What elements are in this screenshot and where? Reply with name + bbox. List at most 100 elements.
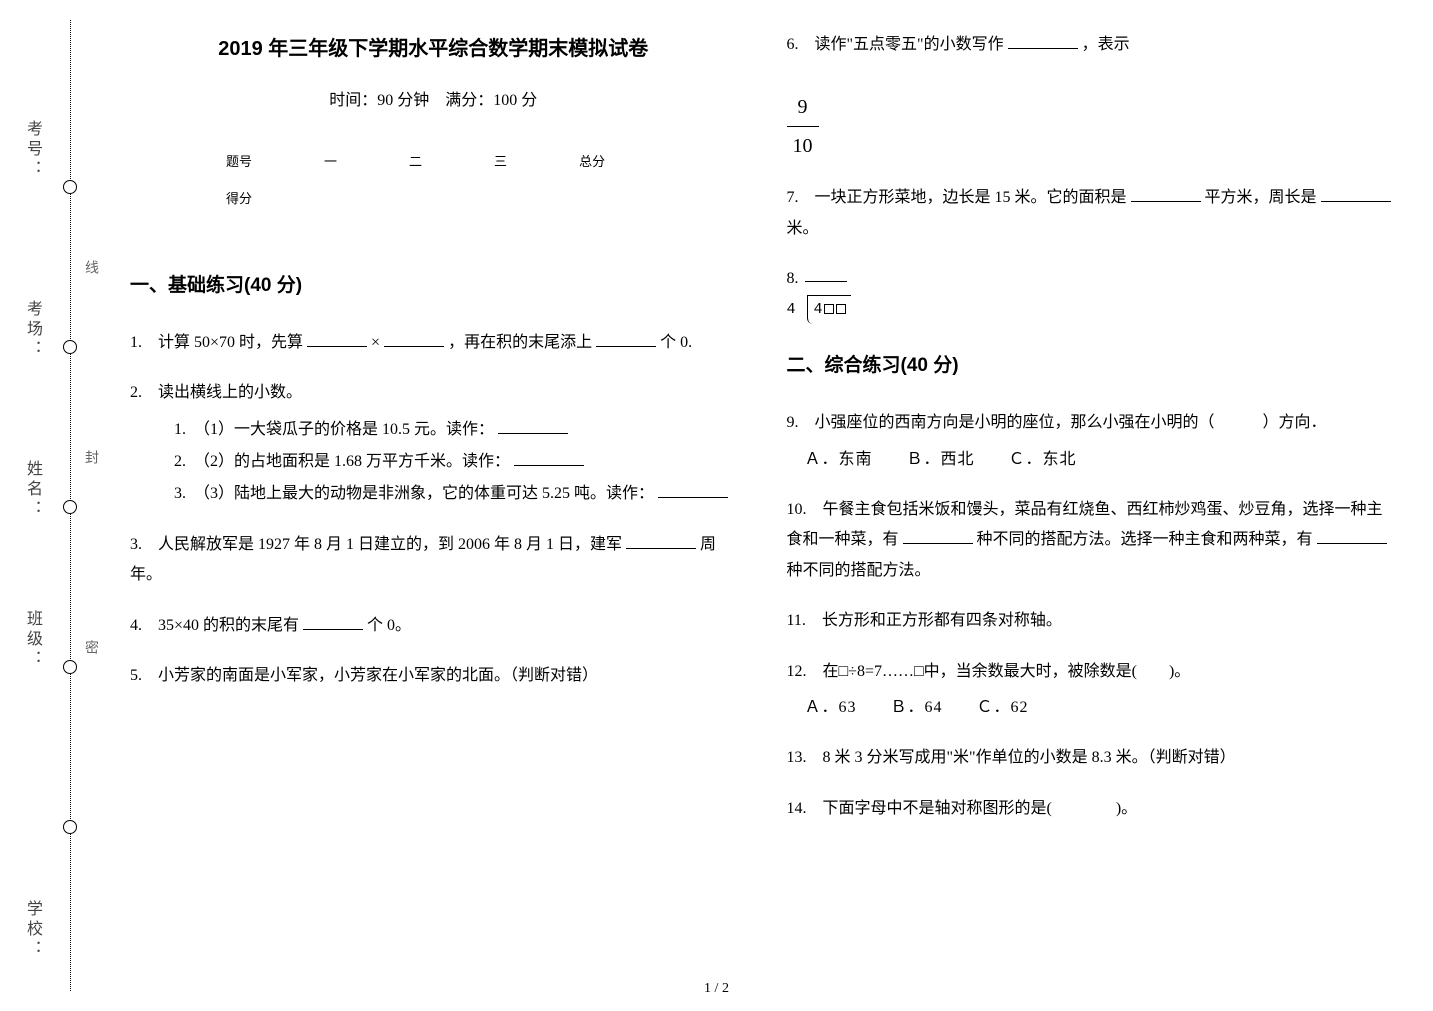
q10-text: 种不同的搭配方法。选择一种主食和两种菜，有 xyxy=(977,531,1313,548)
blank xyxy=(1131,186,1201,202)
blank xyxy=(626,533,696,549)
q2-text: 2. 读出横线上的小数。 xyxy=(130,378,737,408)
binding-circle xyxy=(63,340,77,354)
blank xyxy=(384,331,444,347)
q8-text: 8. xyxy=(787,264,1394,294)
binding-strip: 考号： 考场： 姓名： 班级： 学校： 线 封 密 xyxy=(0,0,120,1011)
binding-circle xyxy=(63,820,77,834)
longdiv-bar xyxy=(805,281,847,282)
blank xyxy=(514,450,584,466)
score-col: 一 xyxy=(288,144,373,181)
q2-item: 2. （2）的占地面积是 1.68 万平方千米。读作： xyxy=(174,447,737,477)
q14-text: 14. 下面字母中不是轴对称图形的是( )。 xyxy=(787,800,1138,817)
score-cell xyxy=(458,181,543,218)
score-cell xyxy=(373,181,458,218)
binding-label-examno: 考号： xyxy=(20,120,44,180)
binding-circle xyxy=(63,660,77,674)
fraction-num: 9 xyxy=(787,88,819,127)
blank xyxy=(658,482,728,498)
blank xyxy=(303,614,363,630)
score-col-label: 题号 xyxy=(190,144,288,181)
q3-text: 3. 人民解放军是 1927 年 8 月 1 日建立的，到 2006 年 8 月… xyxy=(130,536,622,553)
question-13: 13. 8 米 3 分米写成用"米"作单位的小数是 8.3 米。（判断对错） xyxy=(787,743,1394,773)
q7-text: 米。 xyxy=(787,220,819,237)
binding-label-name: 姓名： xyxy=(20,460,44,520)
score-col: 二 xyxy=(373,144,458,181)
score-table-header: 题号 一 二 三 总分 xyxy=(190,144,641,181)
q2-item-text: 3. （3）陆地上最大的动物是非洲象，它的体重可达 5.25 吨。读作： xyxy=(174,485,654,502)
blank xyxy=(1321,186,1391,202)
q1-text: 个 0. xyxy=(660,334,692,351)
q6-text: ，表示 xyxy=(1082,36,1130,53)
q5-text: 5. 小芳家的南面是小军家，小芳家在小军家的北面。（判断对错） xyxy=(130,667,598,684)
question-11: 11. 长方形和正方形都有四条对称轴。 xyxy=(787,606,1394,636)
exam-subtitle: 时间：90 分钟 满分：100 分 xyxy=(130,86,737,116)
longdiv-blank-box xyxy=(836,304,846,314)
score-row-label: 得分 xyxy=(190,181,288,218)
longdiv-dividend: 4 xyxy=(807,295,851,325)
q12-options: Ａ．63 Ｂ．64 Ｃ．62 xyxy=(805,693,1394,723)
score-table-row: 得分 xyxy=(190,181,641,218)
question-9: 9. 小强座位的西南方向是小明的座位，那么小强在小明的（ ）方向． Ａ．东南 Ｂ… xyxy=(787,408,1394,475)
q10-text: 种不同的搭配方法。 xyxy=(787,562,931,579)
q12-text: 12. 在□÷8=7……□中，当余数最大时，被除数是( )。 xyxy=(787,657,1394,687)
column-right: 6. 读作"五点零五"的小数写作 ，表示 9 10 7. 一块正方形菜地，边长是… xyxy=(787,30,1394,844)
binding-seal-char: 线 xyxy=(80,260,100,294)
q2-item: 3. （3）陆地上最大的动物是非洲象，它的体重可达 5.25 吨。读作： xyxy=(174,479,737,509)
q1-text: 1. 计算 50×70 时，先算 xyxy=(130,334,303,351)
score-col: 三 xyxy=(458,144,543,181)
question-8: 8. 4 4 xyxy=(787,264,1394,324)
binding-seal-char: 密 xyxy=(80,640,100,674)
binding-seal-char: 封 xyxy=(80,450,100,484)
q2-sublist: 1. （1）一大袋瓜子的价格是 10.5 元。读作： 2. （2）的占地面积是 … xyxy=(174,415,737,510)
q13-text: 13. 8 米 3 分米写成用"米"作单位的小数是 8.3 米。（判断对错） xyxy=(787,749,1236,766)
score-cell xyxy=(288,181,373,218)
question-3: 3. 人民解放军是 1927 年 8 月 1 日建立的，到 2006 年 8 月… xyxy=(130,530,737,591)
longdiv-digit: 4 xyxy=(814,301,823,318)
score-col-total: 总分 xyxy=(543,144,641,181)
binding-label-class: 班级： xyxy=(20,610,44,670)
q7-text: 平方米，周长是 xyxy=(1205,189,1317,206)
fraction-den: 10 xyxy=(787,127,819,165)
question-4: 4. 35×40 的积的末尾有 个 0。 xyxy=(130,611,737,641)
q2-item-text: 2. （2）的占地面积是 1.68 万平方千米。读作： xyxy=(174,453,510,470)
binding-label-room: 考场： xyxy=(20,300,44,360)
question-6: 6. 读作"五点零五"的小数写作 ，表示 xyxy=(787,30,1394,60)
section-1-head: 一、基础练习(40 分) xyxy=(130,268,737,304)
long-division: 4 4 xyxy=(787,295,1394,325)
question-2: 2. 读出横线上的小数。 1. （1）一大袋瓜子的价格是 10.5 元。读作： … xyxy=(130,378,737,510)
q1-text: × xyxy=(371,334,380,351)
q2-item: 1. （1）一大袋瓜子的价格是 10.5 元。读作： xyxy=(174,415,737,445)
binding-label-school: 学校： xyxy=(20,900,44,960)
blank xyxy=(307,331,367,347)
exam-title: 2019 年三年级下学期水平综合数学期末模拟试卷 xyxy=(130,30,737,68)
blank xyxy=(1008,33,1078,49)
question-12: 12. 在□÷8=7……□中，当余数最大时，被除数是( )。 Ａ．63 Ｂ．64… xyxy=(787,657,1394,724)
q7-text: 7. 一块正方形菜地，边长是 15 米。它的面积是 xyxy=(787,189,1127,206)
question-5: 5. 小芳家的南面是小军家，小芳家在小军家的北面。（判断对错） xyxy=(130,661,737,691)
question-7: 7. 一块正方形菜地，边长是 15 米。它的面积是 平方米，周长是 米。 xyxy=(787,183,1394,244)
columns-wrap: 2019 年三年级下学期水平综合数学期末模拟试卷 时间：90 分钟 满分：100… xyxy=(130,30,1393,844)
question-1: 1. 计算 50×70 时，先算 × ，再在积的末尾添上 个 0. xyxy=(130,328,737,358)
page-number: 1 / 2 xyxy=(704,981,729,997)
score-table: 题号 一 二 三 总分 得分 xyxy=(190,144,641,217)
page-content: 2019 年三年级下学期水平综合数学期末模拟试卷 时间：90 分钟 满分：100… xyxy=(120,0,1433,1011)
binding-circle xyxy=(63,500,77,514)
q9-text: 9. 小强座位的西南方向是小明的座位，那么小强在小明的（ ）方向． xyxy=(787,408,1394,438)
score-cell xyxy=(543,181,641,218)
q4-text: 个 0。 xyxy=(367,617,411,634)
blank xyxy=(903,528,973,544)
column-left: 2019 年三年级下学期水平综合数学期末模拟试卷 时间：90 分钟 满分：100… xyxy=(130,30,737,844)
binding-circle xyxy=(63,180,77,194)
section-2-head: 二、综合练习(40 分) xyxy=(787,348,1394,384)
q1-text: ，再在积的末尾添上 xyxy=(448,334,592,351)
longdiv-divisor: 4 xyxy=(787,296,796,325)
q11-text: 11. 长方形和正方形都有四条对称轴。 xyxy=(787,612,1062,629)
blank xyxy=(596,331,656,347)
blank xyxy=(1317,528,1387,544)
fraction-9-10: 9 10 xyxy=(787,88,819,165)
q2-item-text: 1. （1）一大袋瓜子的价格是 10.5 元。读作： xyxy=(174,421,494,438)
q4-text: 4. 35×40 的积的末尾有 xyxy=(130,617,299,634)
blank xyxy=(498,418,568,434)
q6-text: 6. 读作"五点零五"的小数写作 xyxy=(787,36,1004,53)
